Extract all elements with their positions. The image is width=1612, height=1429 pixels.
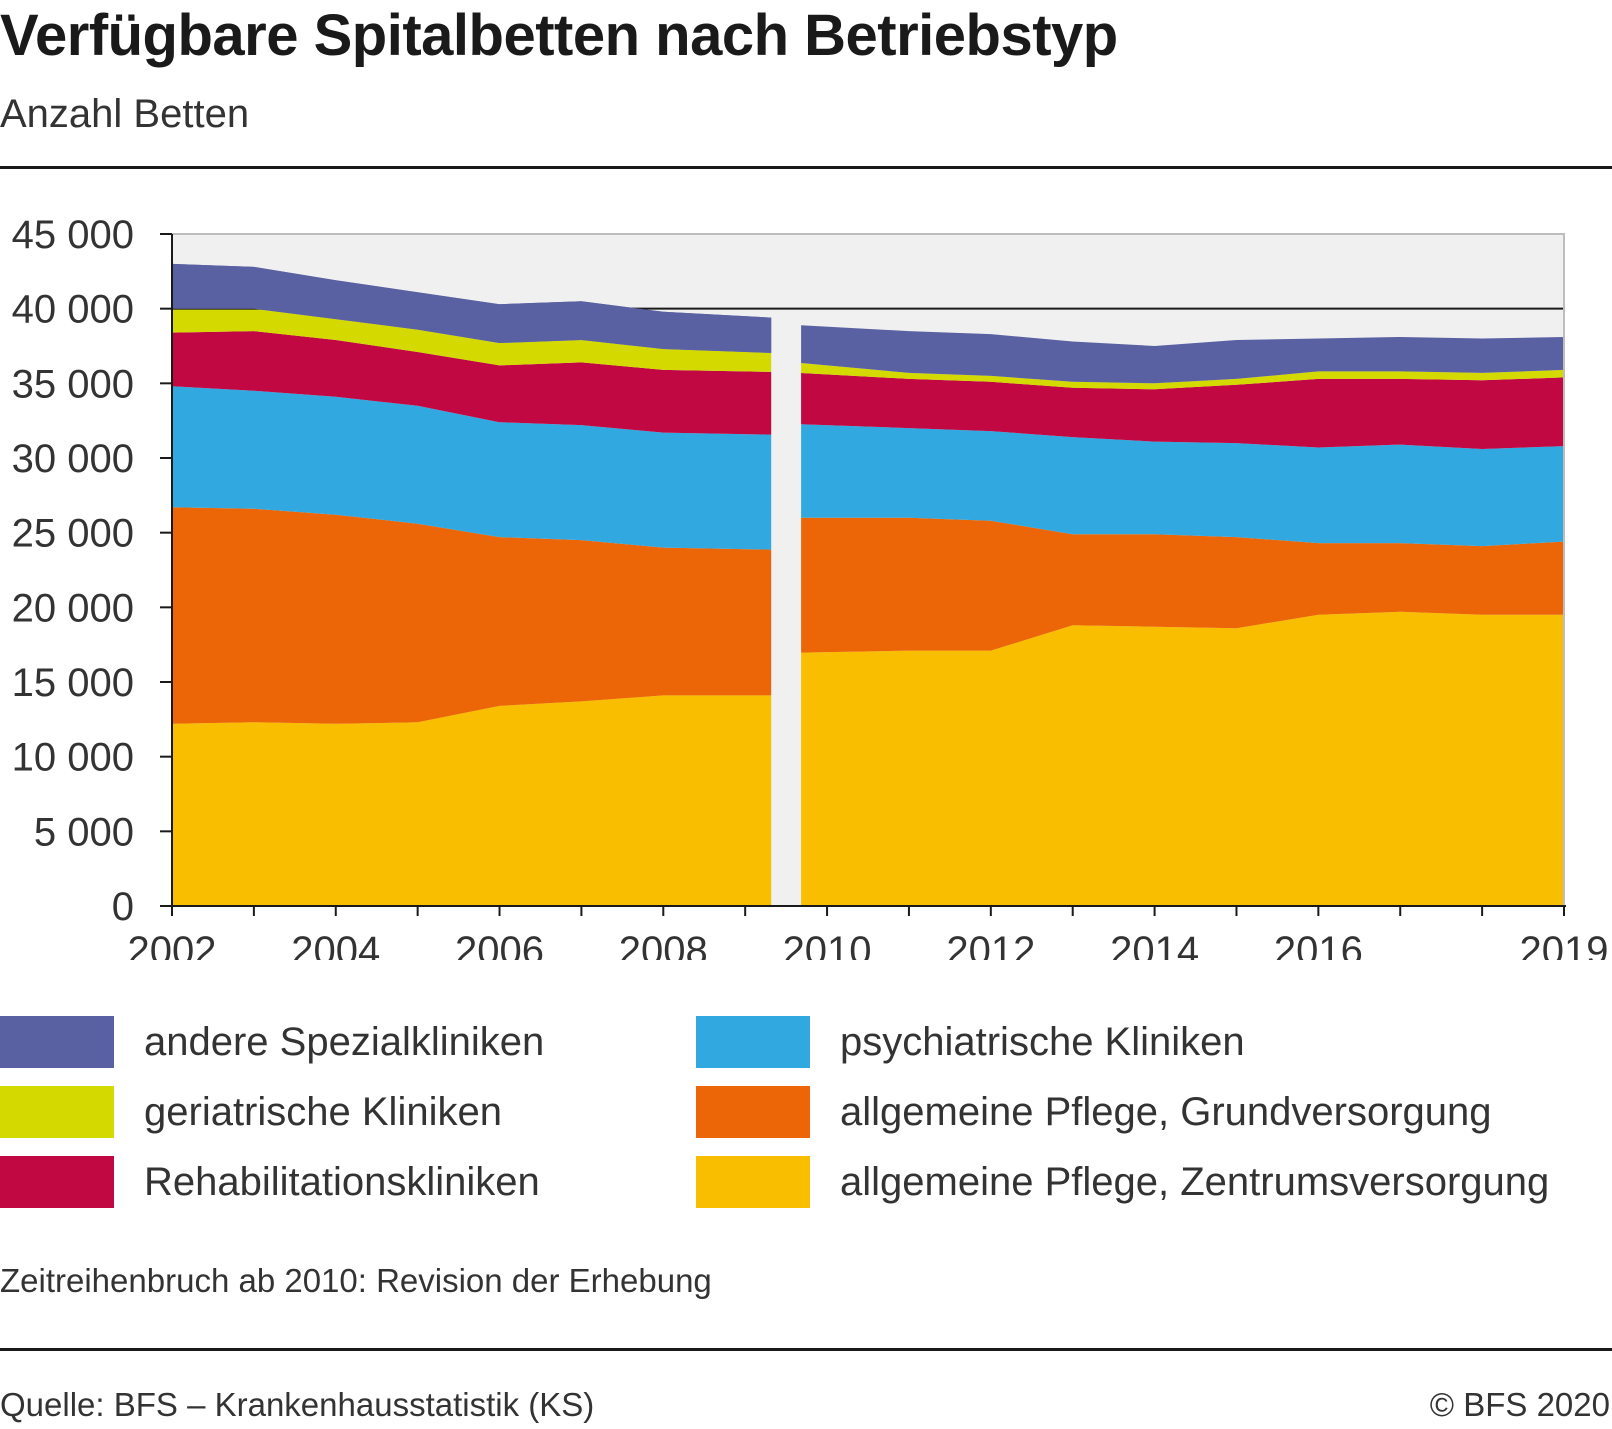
legend-swatch	[0, 1156, 114, 1208]
area-geriatrische-kliniken-2002-2009	[172, 308, 772, 372]
y-tick-label: 30 000	[12, 437, 134, 481]
x-tick-label: 2008	[619, 929, 708, 960]
copyright-text: © BFS 2020	[1429, 1386, 1610, 1423]
legend-label: geriatrische Kliniken	[144, 1090, 502, 1134]
legend-label: psychiatrische Kliniken	[840, 1020, 1245, 1064]
x-tick-label: 2014	[1110, 929, 1199, 960]
y-tick-label: 0	[112, 885, 134, 929]
x-tick-label: 2012	[946, 929, 1035, 960]
y-tick-label: 20 000	[12, 586, 134, 630]
legend-label: allgemeine Pflege, Zentrumsversorgung	[840, 1160, 1550, 1204]
legend-swatch	[696, 1156, 810, 1208]
area-andere-spezialkliniken-2010-2019	[801, 325, 1564, 384]
y-tick-label: 35 000	[12, 362, 134, 406]
footnote: Zeitreihenbruch ab 2010: Revision der Er…	[0, 1262, 712, 1299]
y-tick-label: 40 000	[12, 288, 134, 332]
legend-swatch	[696, 1086, 810, 1138]
x-tick-label: 2004	[291, 929, 380, 960]
area-allgemeine-pflege-grundversorgung-2002-2009	[172, 507, 772, 724]
source-text: Quelle: BFS – Krankenhausstatistik (KS)	[0, 1386, 595, 1423]
y-tick-label: 25 000	[12, 512, 134, 556]
area-rehabilitationskliniken-2002-2009	[172, 331, 772, 435]
x-tick-label: 2006	[455, 929, 544, 960]
area-geriatrische-kliniken-2010-2019	[801, 363, 1564, 390]
area-allgemeine-pflege-grundversorgung-2010-2019	[801, 517, 1564, 653]
y-tick-label: 45 000	[12, 213, 134, 257]
footer-divider	[0, 1348, 1612, 1351]
x-tick-label: 2002	[128, 929, 217, 960]
legend-swatch	[0, 1086, 114, 1138]
y-tick-label: 15 000	[12, 661, 134, 705]
area-allgemeine-pflege-zentrumsversorgung-2002-2009	[172, 695, 772, 906]
legend-label: allgemeine Pflege, Grundversorgung	[840, 1090, 1492, 1134]
y-tick-label: 5 000	[34, 810, 134, 854]
header-divider	[0, 166, 1612, 169]
legend-swatch	[696, 1016, 810, 1068]
stacked-area-chart: 0 5 000 10 000 15 000 20 000 25 000 30 000 35 0…	[12, 213, 1609, 960]
x-tick-label: 2019	[1520, 929, 1609, 960]
y-tick-label: 10 000	[12, 736, 134, 780]
area-psychiatrische-kliniken-2010-2019	[801, 424, 1564, 547]
area-allgemeine-pflege-zentrumsversorgung-2010-2019	[801, 611, 1564, 906]
legend-label: andere Spezialkliniken	[144, 1020, 545, 1064]
area-psychiatrische-kliniken-2002-2009	[172, 386, 772, 550]
chart-subtitle: Anzahl Betten	[0, 92, 250, 136]
area-rehabilitationskliniken-2010-2019	[801, 373, 1564, 449]
legend-swatch	[0, 1016, 114, 1068]
x-tick-label: 2016	[1274, 929, 1363, 960]
x-tick-label: 2010	[783, 929, 872, 960]
chart-title: Verfügbare Spitalbetten nach Betriebstyp	[0, 3, 1118, 68]
legend-label: Rehabilitationskliniken	[144, 1160, 540, 1204]
area-andere-spezialkliniken-overlay	[172, 263, 772, 353]
